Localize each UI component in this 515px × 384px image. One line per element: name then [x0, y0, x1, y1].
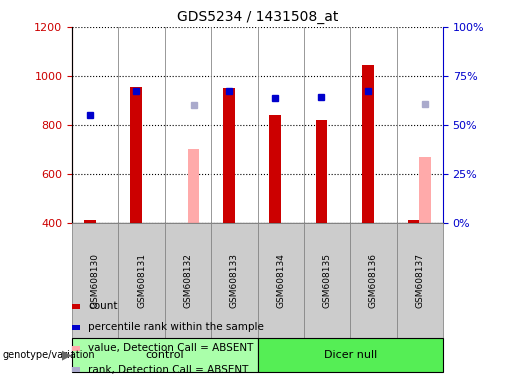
Bar [420, 157, 431, 223]
Bar [316, 120, 327, 223]
Bar [408, 220, 420, 223]
Text: value, Detection Call = ABSENT: value, Detection Call = ABSENT [88, 343, 253, 354]
Bar [188, 149, 199, 223]
Text: GSM608133: GSM608133 [230, 253, 239, 308]
Text: count: count [88, 301, 117, 311]
Text: GSM608132: GSM608132 [183, 253, 193, 308]
Bar [130, 87, 142, 223]
Text: GSM608135: GSM608135 [322, 253, 332, 308]
Text: rank, Detection Call = ABSENT: rank, Detection Call = ABSENT [88, 364, 249, 375]
Text: Dicer null: Dicer null [323, 350, 377, 360]
Text: GSM608131: GSM608131 [137, 253, 146, 308]
Bar [362, 65, 373, 223]
Text: ▶: ▶ [62, 349, 72, 362]
Bar [269, 115, 281, 223]
Text: control: control [146, 350, 184, 360]
Text: GSM608137: GSM608137 [415, 253, 424, 308]
Text: GSM608134: GSM608134 [276, 253, 285, 308]
Title: GDS5234 / 1431508_at: GDS5234 / 1431508_at [177, 10, 338, 25]
Text: genotype/variation: genotype/variation [3, 350, 95, 360]
Text: GSM608136: GSM608136 [369, 253, 378, 308]
Text: GSM608130: GSM608130 [91, 253, 100, 308]
Bar [84, 220, 95, 223]
Text: percentile rank within the sample: percentile rank within the sample [88, 322, 264, 333]
Bar [223, 88, 234, 223]
